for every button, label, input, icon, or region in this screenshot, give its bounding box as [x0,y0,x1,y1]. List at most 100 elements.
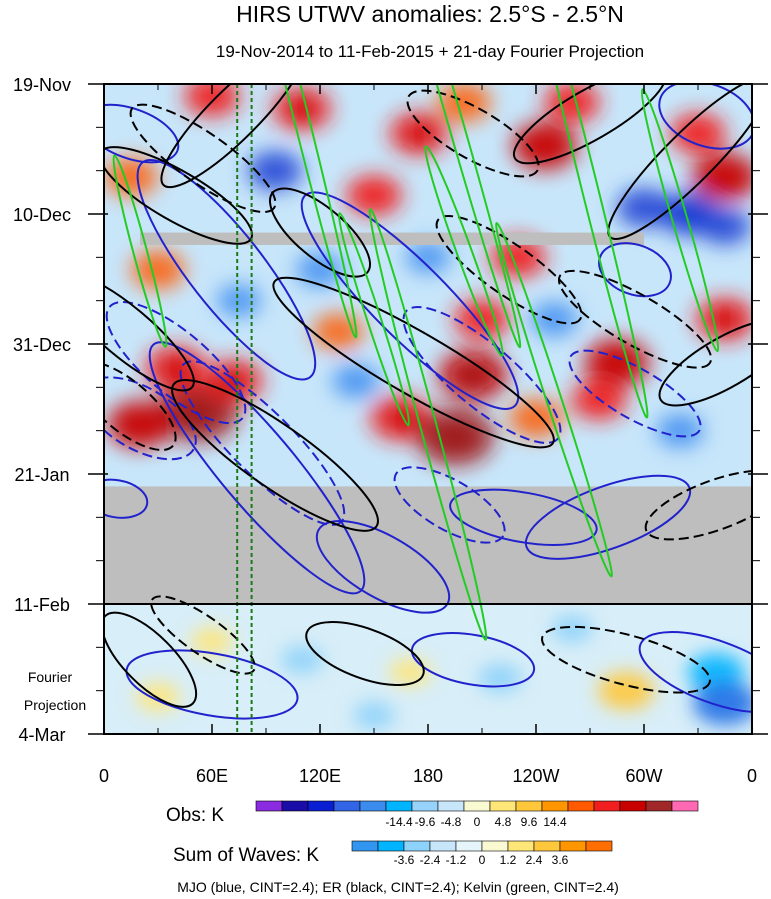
obs-anomaly-core [287,97,317,120]
waves-colorbar-swatch [559,840,587,852]
er-contour [541,625,711,694]
obs-colorbar-tick-label: -9.6 [415,815,436,829]
waves-colorbar-swatch [481,840,509,852]
obs-anomaly-spot [530,302,578,337]
waves-colorbar-tick-label: 2.4 [526,853,543,867]
obs-colorbar: -14.4 -9.6 -4.8 0 4.8 9.6 14.4 [255,800,699,829]
mjo-contour [125,649,299,720]
waves-colorbar-tick-label: 1.2 [500,853,517,867]
obs-colorbar-swatch [567,800,595,812]
obs-anomaly-core [123,412,157,437]
obs-colorbar-swatch [255,800,283,812]
x-tick-label: 180 [413,766,443,786]
plot-area [104,84,752,734]
obs-anomaly-core [359,185,389,206]
y-tick-label: 10-Dec [13,205,71,225]
obs-anomaly-core [455,362,491,388]
projection-anomaly-spot [190,627,234,656]
obs-colorbar-swatch [333,800,361,812]
mjo-contour [148,341,366,595]
waves-colorbar-swatch [403,840,431,852]
er-contour [305,621,425,686]
projection-label-line1: Fourier [28,669,73,685]
kelvin-contour [246,84,358,339]
obs-anomaly-spot [406,241,450,274]
obs-anomaly-core [683,123,713,144]
obs-colorbar-swatch [385,800,413,812]
projection-anomaly-spot [280,645,324,674]
footer-note: MJO (blue, CINT=2.4); ER (black, CINT=2.… [177,879,619,895]
obs-anomaly-spot [131,250,185,290]
obs-anomaly-core [557,92,587,113]
mjo-contour [104,478,149,519]
y-tick-label: 19-Nov [13,75,71,95]
obs-anomaly-spot [656,413,704,448]
wave-contours [104,84,752,720]
er-contour [406,89,540,178]
y-tick-label: 31-Dec [13,335,71,355]
waves-colorbar: -3.6 -2.4 -1.2 0 1.2 2.4 3.6 [351,840,613,867]
er-contour [512,84,668,165]
waves-colorbar-tick-label: -2.4 [420,853,441,867]
obs-anomaly-core [197,85,227,107]
waves-legend-label: Sum of Waves: K [173,845,319,866]
waves-colorbar-swatch [533,840,561,852]
chart-subtitle: 19-Nov-2014 to 11-Feb-2015 + 21-day Four… [216,42,644,61]
er-contour [644,469,752,541]
obs-colorbar-swatch [281,800,309,812]
obs-anomaly-spot [437,84,491,123]
obs-colorbar-swatch [489,800,517,812]
er-contour [171,379,379,532]
obs-colorbar-tick-label: -4.8 [441,815,462,829]
er-contour [104,360,177,451]
kelvin-contour [112,154,168,348]
projection-anomaly-spot [478,663,522,693]
projection-label-line2: Projection [24,697,86,713]
obs-anomaly-core [708,164,742,190]
kelvin-contour [640,88,720,353]
x-tick-label: 60W [625,766,662,786]
er-contour [104,271,195,392]
mjo-contour [393,466,506,544]
x-tick-label: 120E [299,766,341,786]
mjo-contour [449,488,598,546]
x-tick-label: 0 [747,766,757,786]
mjo-contour [179,360,346,526]
y-tick-label: 4-Mar [18,725,65,745]
obs-colorbar-swatch [619,800,647,812]
obs-anomaly-core [710,308,740,331]
obs-colorbar-tick-label: 4.8 [495,815,512,829]
obs-anomaly-core [435,422,475,452]
mjo-contour [105,301,247,425]
reference-lines [236,84,253,734]
obs-anomaly-spot [248,151,302,191]
mjo-contour [104,103,180,164]
obs-colorbar-tick-label: 0 [474,815,481,829]
obs-colorbar-swatch [541,800,569,812]
mjo-contour [568,349,702,438]
x-tick-label: 60E [196,766,228,786]
missing-data-band [104,486,752,604]
mjo-contour [658,84,752,150]
kelvin-contour [424,145,504,357]
missing-data-regions [104,232,752,604]
waves-colorbar-swatch [377,840,405,852]
x-tick-label: 0 [99,766,109,786]
obs-colorbar-swatch [307,800,335,812]
obs-colorbar-tick-label: 9.6 [521,815,538,829]
x-tick-label: 120W [512,766,559,786]
er-contour [104,611,198,708]
obs-anomaly-core [503,246,533,268]
kelvin-contour [388,84,522,349]
obs-colorbar-swatch [671,800,699,812]
kelvin-contour [337,212,411,427]
obs-colorbar-tick-label: -14.4 [385,815,413,829]
kelvin-contour [531,84,649,419]
chart-title: HIRS UTWV anomalies: 2.5°S - 2.5°N [236,1,624,27]
projection-anomaly-spot [551,615,593,643]
er-contour [160,84,307,189]
obs-colorbar-swatch [437,800,465,812]
obs-colorbar-swatch [359,800,387,812]
obs-anomaly-core [674,203,704,225]
